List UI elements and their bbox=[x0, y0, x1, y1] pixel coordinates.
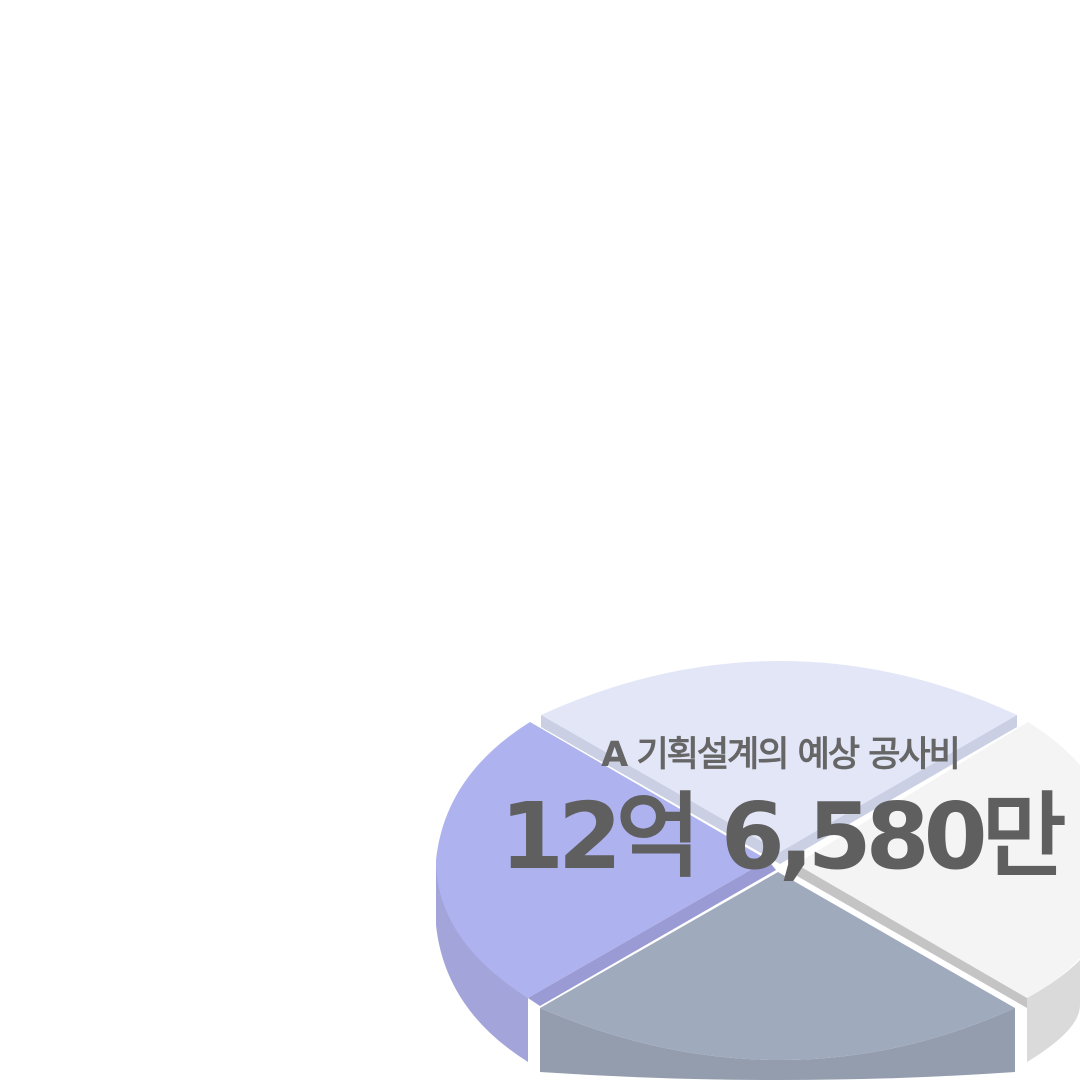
cost-amount: 12억 6,580만 bbox=[500, 783, 1066, 890]
right-slice-edge bbox=[790, 864, 1027, 1008]
chart-caption: A 기획설계의 예상 공사비 bbox=[601, 735, 961, 775]
right-slice bbox=[796, 722, 1080, 998]
left-slice-edge bbox=[528, 860, 776, 1006]
right-slice-side bbox=[1027, 960, 1080, 1062]
top-slice-edge-left bbox=[541, 715, 780, 864]
left-slice bbox=[436, 722, 768, 998]
bottom-slice bbox=[540, 872, 1015, 1060]
top-slice-edge-right bbox=[780, 715, 1017, 864]
bottom-slice-side bbox=[540, 1008, 1015, 1080]
top-slice bbox=[541, 661, 1017, 852]
